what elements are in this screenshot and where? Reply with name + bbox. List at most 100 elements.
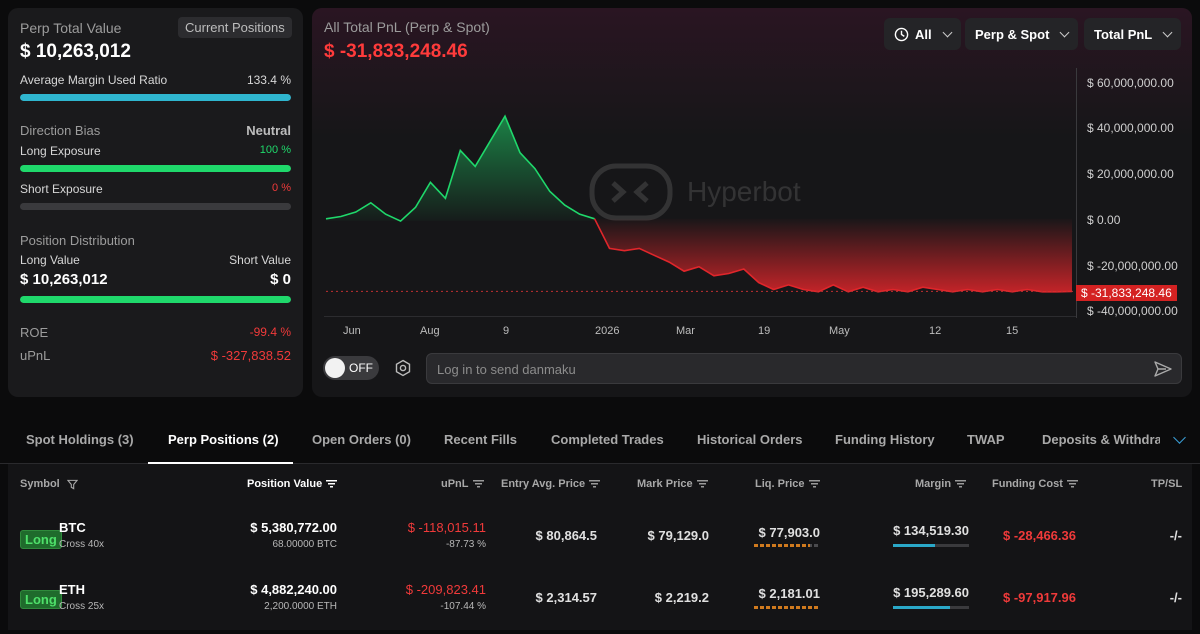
- side-badge: Long: [20, 590, 62, 609]
- long-exposure-value: 100 %: [259, 144, 291, 156]
- tab-historical-orders[interactable]: Historical Orders: [697, 432, 803, 447]
- long-exposure-label: Long Exposure: [20, 144, 101, 158]
- header-funding-cost[interactable]: Funding Cost: [992, 478, 1078, 490]
- danmaku-toggle-label: OFF: [349, 361, 373, 375]
- tab-perp-positions[interactable]: Perp Positions (2): [168, 432, 279, 447]
- tabs-expand-chevron-icon[interactable]: [1173, 431, 1186, 444]
- market-dropdown-label: Perp & Spot: [975, 26, 1050, 42]
- leverage: Cross 25x: [59, 601, 105, 612]
- chart-title: All Total PnL (Perp & Spot): [324, 19, 490, 35]
- tab-spot-holdings[interactable]: Spot Holdings (3): [26, 432, 134, 447]
- danmaku-input[interactable]: Log in to send danmaku: [426, 353, 1182, 384]
- margin-value: $ 195,289.60: [893, 585, 969, 600]
- header-entry-price[interactable]: Entry Avg. Price: [501, 478, 601, 490]
- upnl-value: $ -327,838.52: [210, 348, 291, 363]
- x-tick-label: Jun: [343, 325, 361, 337]
- positive-pnl-area: [326, 116, 595, 222]
- x-tick-label: 12: [929, 325, 942, 337]
- avg-margin-label: Average Margin Used Ratio: [20, 73, 168, 87]
- header-mark-label: Mark Price: [637, 478, 693, 490]
- upnl-label: uPnL: [20, 348, 51, 363]
- table-row[interactable]: Long ETH Cross 25x $ 4,882,240.00 2,200.…: [8, 566, 1192, 626]
- danmaku-toggle[interactable]: OFF: [323, 356, 379, 380]
- y-tick-label: $ 60,000,000.00: [1087, 76, 1174, 90]
- toggle-knob: [325, 358, 345, 378]
- sort-icon: [589, 480, 601, 489]
- funding-cost: $ -97,917.96: [1002, 590, 1076, 605]
- header-position-value[interactable]: Position Value: [247, 478, 338, 490]
- distribution-bar: [20, 296, 291, 303]
- y-tick-label: $ 40,000,000.00: [1087, 121, 1174, 135]
- symbol-name[interactable]: ETH: [59, 582, 85, 597]
- avg-margin-bar: [20, 94, 291, 101]
- x-tick-label: 19: [758, 325, 771, 337]
- metric-dropdown[interactable]: Total PnL: [1084, 18, 1182, 50]
- liq-price: $ 2,181.01: [758, 586, 820, 601]
- sort-icon: [955, 480, 967, 489]
- tpsl-value[interactable]: -/-: [1169, 528, 1182, 543]
- tpsl-value[interactable]: -/-: [1169, 590, 1182, 605]
- entry-price: $ 80,864.5: [535, 528, 597, 543]
- mark-price: $ 79,129.0: [647, 528, 709, 543]
- tab-funding-history[interactable]: Funding History: [835, 432, 935, 447]
- negative-pnl-line: [593, 218, 1073, 293]
- short-exposure-value: 0 %: [272, 182, 291, 194]
- settings-icon[interactable]: [394, 359, 412, 377]
- tab-recent-fills[interactable]: Recent Fills: [444, 432, 517, 447]
- sort-icon: [472, 480, 484, 489]
- positive-pnl-line: [325, 114, 595, 223]
- send-icon[interactable]: [1153, 360, 1173, 378]
- avg-margin-value: 133.4 %: [246, 73, 291, 87]
- y-tick-label: $ -40,000,000.00: [1087, 304, 1178, 318]
- header-mark-price[interactable]: Mark Price: [637, 478, 708, 490]
- tab-open-orders[interactable]: Open Orders (0): [312, 432, 411, 447]
- header-symbol-label: Symbol: [20, 478, 60, 490]
- symbol-name[interactable]: BTC: [59, 520, 86, 535]
- short-value: $ 0: [270, 271, 291, 288]
- market-dropdown[interactable]: Perp & Spot: [965, 18, 1079, 50]
- position-size: 68.00000 BTC: [272, 539, 338, 550]
- watermark-text: Hyperbot: [687, 176, 801, 207]
- liq-risk-track: [754, 544, 820, 547]
- position-distribution-label: Position Distribution: [20, 233, 135, 248]
- sort-icon: [1066, 480, 1078, 489]
- danmaku-placeholder: Log in to send danmaku: [437, 362, 576, 377]
- upnl-value: $ -209,823.41: [405, 582, 486, 597]
- header-entry-label: Entry Avg. Price: [501, 478, 586, 490]
- clock-icon: [894, 27, 909, 41]
- position-size: 2,200.0000 ETH: [264, 601, 337, 612]
- filter-icon[interactable]: [66, 479, 79, 490]
- upnl-percent: -107.44 %: [440, 601, 486, 612]
- tab-completed-trades[interactable]: Completed Trades: [551, 432, 664, 447]
- direction-bias-value: Neutral: [246, 123, 291, 138]
- tab-deposits-withdrawals[interactable]: Deposits & Withdraw: [1042, 432, 1160, 447]
- margin-ratio-bar: [893, 544, 969, 547]
- summary-panel: Perp Total Value Current Positions $ 10,…: [8, 8, 303, 397]
- header-upnl-label: uPnL: [441, 478, 469, 490]
- range-dropdown[interactable]: All: [884, 18, 961, 50]
- x-tick-label: Aug: [420, 325, 440, 337]
- table-row[interactable]: Long BTC Cross 40x $ 5,380,772.00 68.000…: [8, 506, 1192, 566]
- current-value-tag: $ -31,833,248.46: [1076, 285, 1177, 301]
- x-tick-label: Mar: [676, 325, 695, 337]
- long-value: $ 10,263,012: [20, 271, 108, 288]
- x-axis-line: [324, 316, 1076, 317]
- header-liq-price[interactable]: Liq. Price: [755, 478, 820, 490]
- hyperbot-logo-icon: [589, 163, 673, 221]
- side-badge: Long: [20, 530, 62, 549]
- pnl-chart-panel: All Total PnL (Perp & Spot) $ -31,833,24…: [312, 8, 1192, 397]
- mark-price: $ 2,219.2: [654, 590, 709, 605]
- current-positions-button[interactable]: Current Positions: [178, 17, 292, 38]
- pnl-chart-plot[interactable]: [312, 8, 1192, 397]
- y-axis-line: [1076, 68, 1077, 318]
- margin-ratio-fill: [893, 606, 950, 609]
- roe-value: -99.4 %: [249, 325, 291, 339]
- header-margin[interactable]: Margin: [915, 478, 967, 490]
- upnl-percent: -87.73 %: [445, 539, 486, 550]
- header-upnl[interactable]: uPnL: [441, 478, 484, 490]
- sort-icon: [808, 480, 820, 489]
- tab-twap[interactable]: TWAP: [967, 432, 1005, 447]
- header-symbol[interactable]: Symbol: [20, 478, 79, 490]
- negative-pnl-area: [594, 218, 1072, 292]
- liq-price: $ 77,903.0: [758, 525, 820, 540]
